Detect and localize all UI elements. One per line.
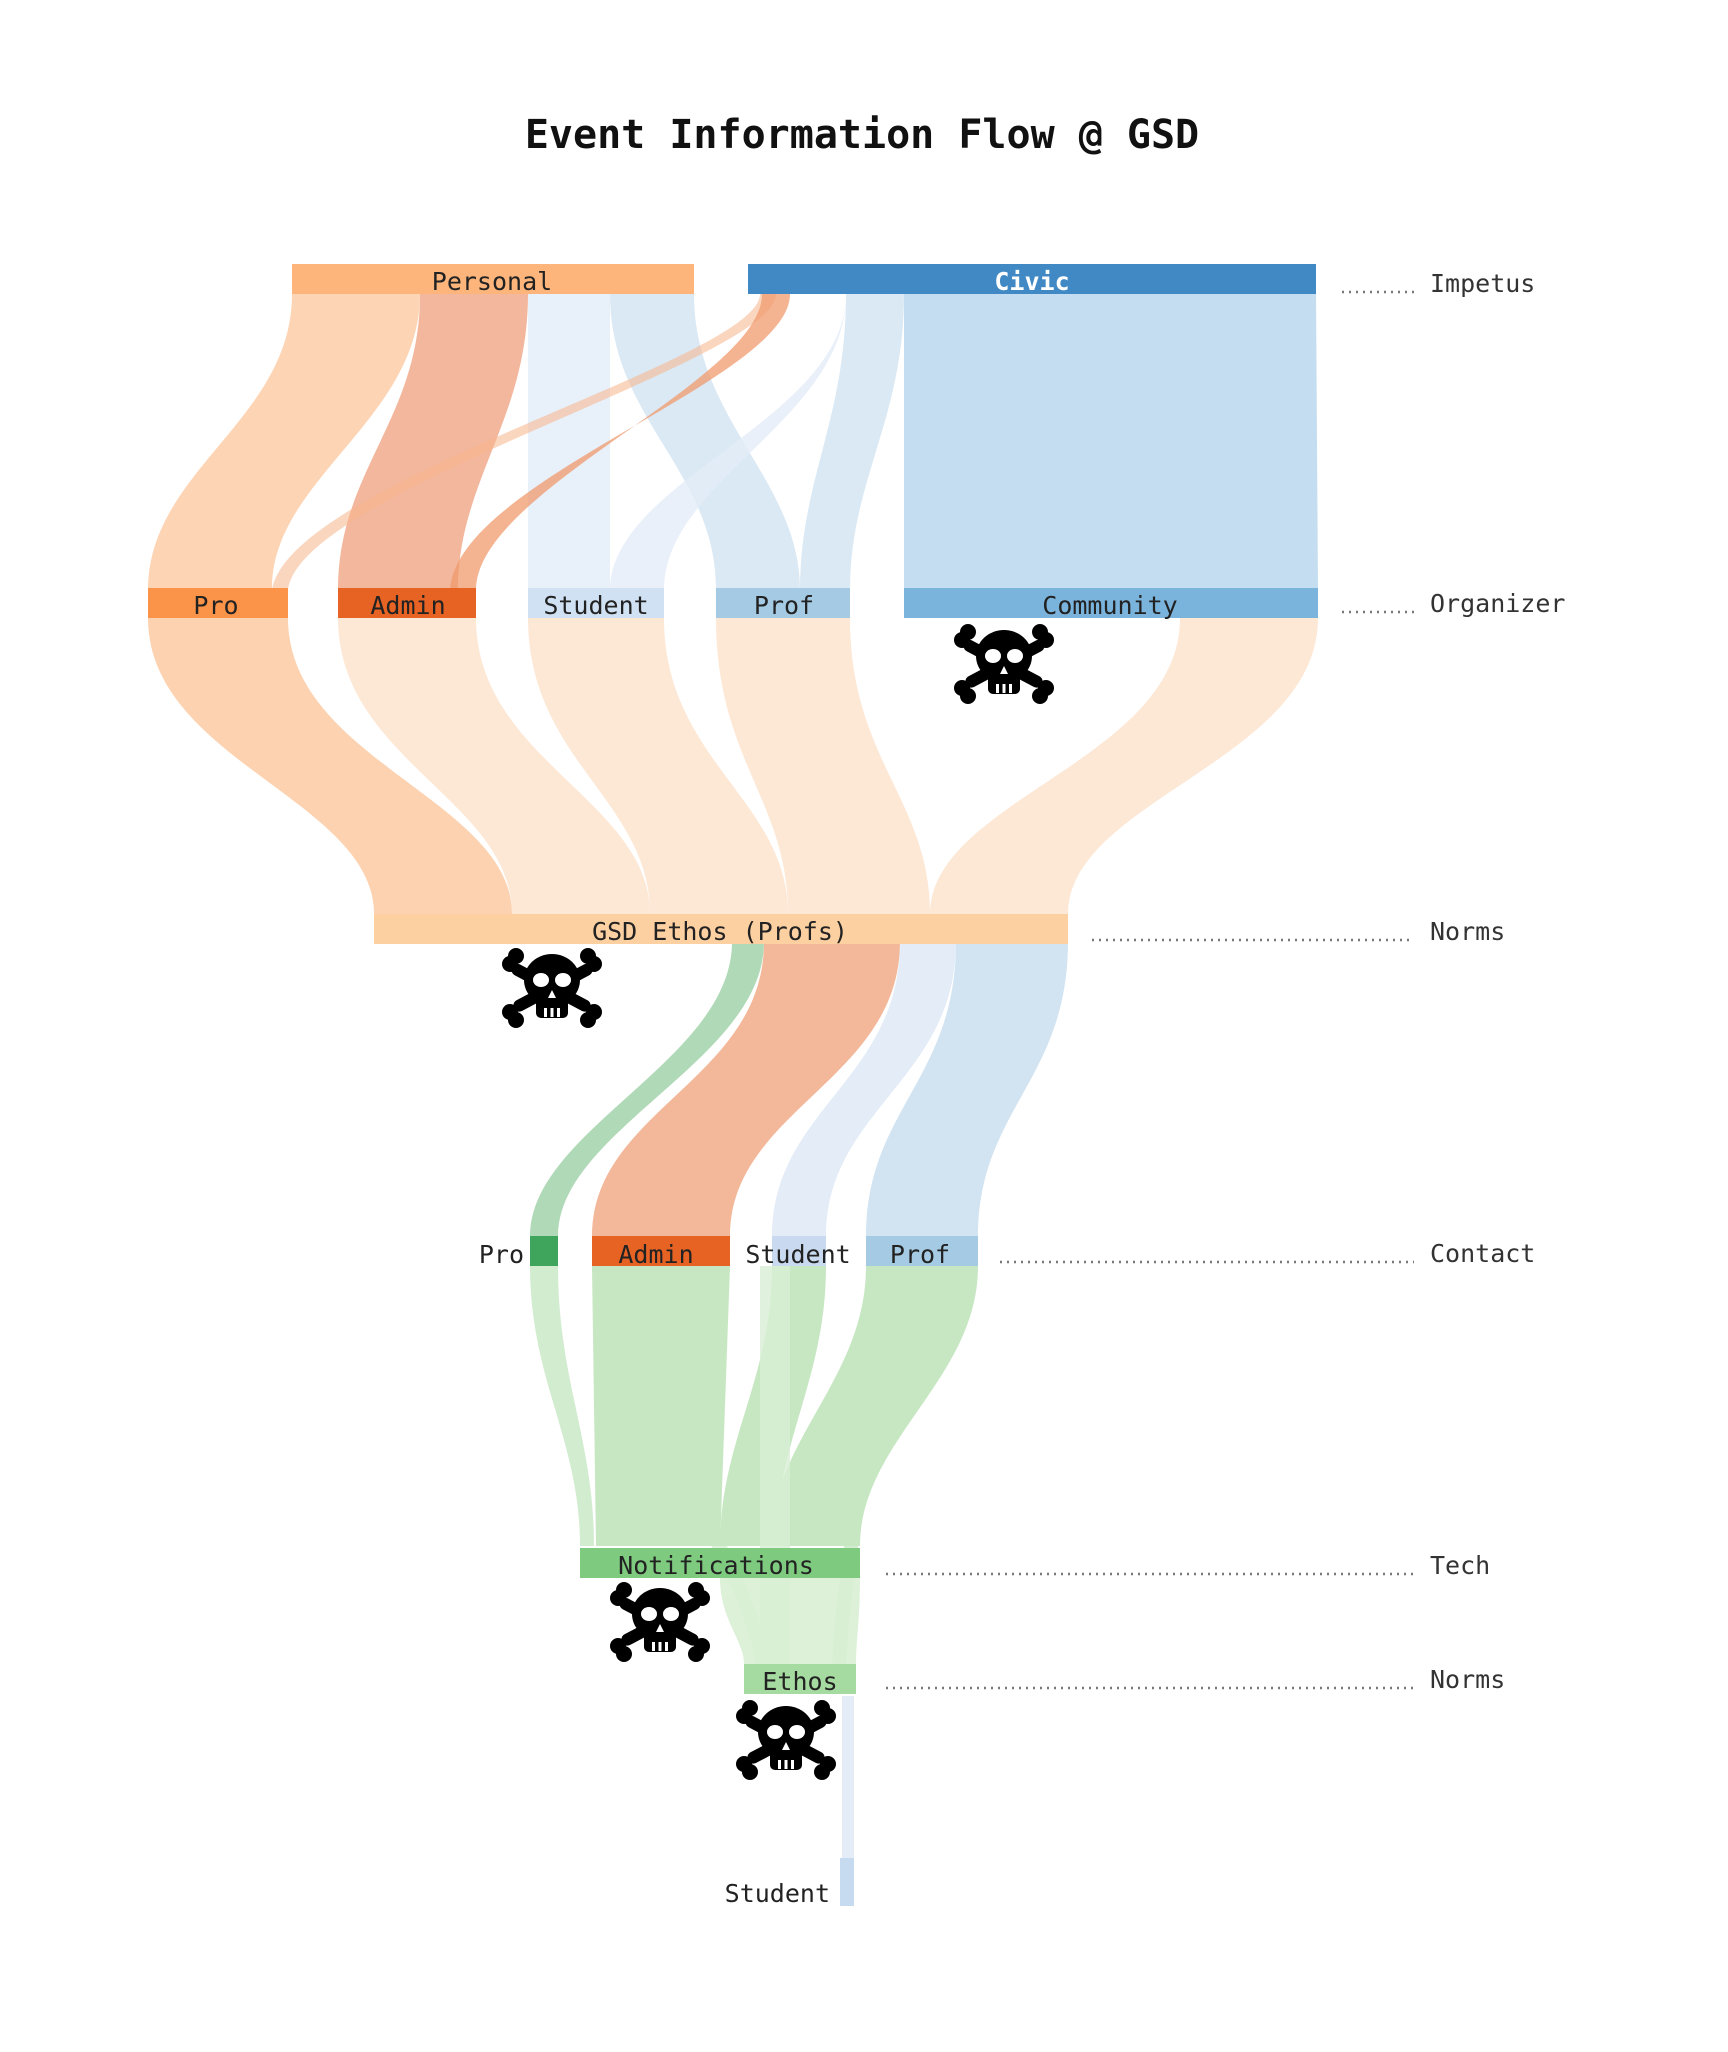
flow-personal-pro bbox=[148, 294, 420, 590]
node-contact-prof-label: Prof bbox=[890, 1240, 950, 1269]
stage-label-tech: Tech bbox=[1430, 1551, 1490, 1580]
node-org-student[interactable] bbox=[528, 588, 664, 618]
node-org-admin-label: Admin bbox=[370, 591, 445, 620]
flow-ethos-student-end bbox=[842, 1696, 854, 1858]
flow-personal-admin bbox=[338, 294, 528, 590]
stage-label-impetus: Impetus bbox=[1430, 269, 1535, 298]
node-gsd-ethos-label: GSD Ethos (Profs) bbox=[592, 917, 848, 946]
skull-crossbones-icon bbox=[502, 948, 602, 1028]
node-org-prof[interactable] bbox=[716, 588, 850, 618]
node-notifications-label: Notifications bbox=[618, 1551, 814, 1580]
node-civic-label: Civic bbox=[994, 267, 1069, 296]
stage-label-organizer: Organizer bbox=[1430, 589, 1565, 618]
flow-ethos-pro bbox=[530, 942, 764, 1236]
node-contact-pro[interactable] bbox=[530, 1236, 558, 1266]
flow-notif-ethos bbox=[720, 1578, 860, 1664]
flow-community-ethos bbox=[930, 618, 1318, 914]
flow-admin-ethos bbox=[338, 618, 650, 914]
flow-ethos-admin bbox=[592, 942, 900, 1236]
node-personal[interactable] bbox=[292, 264, 694, 294]
diagram-title: Event Information Flow @ GSD bbox=[525, 112, 1199, 158]
node-notifications[interactable] bbox=[580, 1548, 860, 1578]
flow-prof-ethos bbox=[716, 618, 930, 914]
node-org-student-label: Student bbox=[543, 591, 648, 620]
node-org-community[interactable] bbox=[904, 588, 1318, 618]
node-ethos[interactable] bbox=[744, 1664, 856, 1694]
flow-civic-community bbox=[904, 294, 1318, 590]
node-org-admin[interactable] bbox=[338, 588, 476, 618]
skull-crossbones-icon bbox=[610, 1582, 710, 1662]
node-ethos-label: Ethos bbox=[762, 1667, 837, 1696]
stage-labels: Impetus Organizer Norms Contact Tech Nor… bbox=[886, 269, 1565, 1694]
node-contact-student-label: Student bbox=[745, 1240, 850, 1269]
node-contact-admin-label: Admin bbox=[618, 1240, 693, 1269]
node-civic[interactable] bbox=[748, 264, 1316, 294]
node-org-pro-label: Pro bbox=[193, 591, 238, 620]
flow-pro-notif bbox=[530, 1266, 594, 1546]
flow-personal-student bbox=[528, 294, 610, 590]
flow-civic-student bbox=[610, 294, 846, 590]
node-org-community-label: Community bbox=[1042, 591, 1177, 620]
stage-label-norms-2: Norms bbox=[1430, 1665, 1505, 1694]
flow-pro-ethos bbox=[148, 618, 512, 914]
node-contact-student[interactable] bbox=[772, 1236, 826, 1266]
node-contact-admin[interactable] bbox=[592, 1236, 730, 1266]
node-gsd-ethos[interactable] bbox=[374, 914, 1068, 944]
skull-crossbones-icon bbox=[954, 624, 1054, 704]
flow-civic-prof bbox=[800, 294, 904, 590]
node-student-end[interactable] bbox=[840, 1858, 854, 1906]
flows bbox=[148, 294, 1318, 1858]
flow-ethos-student bbox=[772, 942, 956, 1236]
stage-label-contact: Contact bbox=[1430, 1239, 1535, 1268]
flow-student-ethos bbox=[528, 618, 788, 914]
flow-civic-admin bbox=[450, 294, 790, 590]
node-student-end-label: Student bbox=[725, 1879, 830, 1908]
node-personal-label: Personal bbox=[432, 267, 552, 296]
stage-label-norms-1: Norms bbox=[1430, 917, 1505, 946]
node-contact-prof[interactable] bbox=[866, 1236, 978, 1266]
node-org-prof-label: Prof bbox=[754, 591, 814, 620]
node-org-pro[interactable] bbox=[148, 588, 288, 618]
node-contact-pro-label: Pro bbox=[479, 1240, 524, 1269]
skull-crossbones-icon bbox=[736, 1700, 836, 1780]
nodes: Personal Civic Pro Admin Student Prof Co… bbox=[148, 264, 1318, 1908]
flow-ethos-prof bbox=[866, 942, 1068, 1236]
